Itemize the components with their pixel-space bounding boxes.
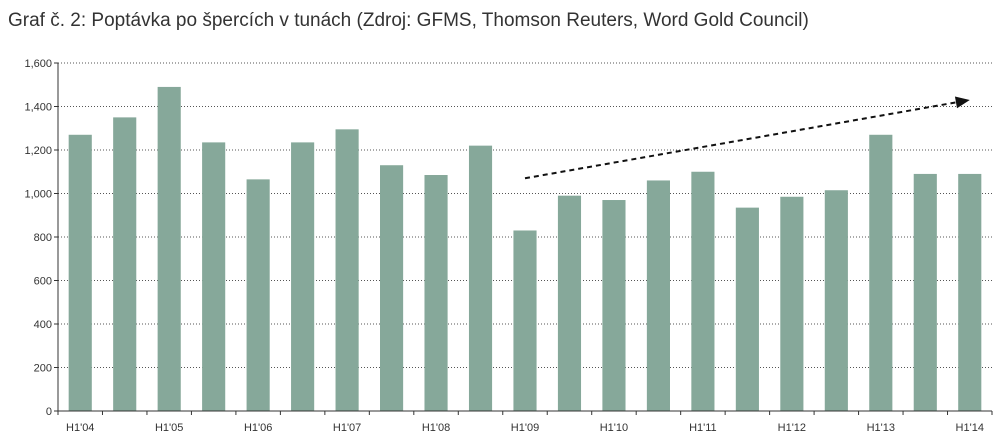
x-tick-label: H1'14 <box>956 422 984 434</box>
bar <box>869 134 893 411</box>
x-tick-label: H1'05 <box>155 422 183 434</box>
axes <box>54 62 993 415</box>
bar <box>780 196 804 411</box>
bar <box>380 165 404 411</box>
bar <box>602 200 626 411</box>
trend-arrow-head <box>954 96 970 109</box>
y-tick-label: 1,000 <box>24 189 52 201</box>
x-tick-label: H1'06 <box>244 422 272 434</box>
bar <box>68 134 92 411</box>
bar <box>824 190 848 411</box>
bar <box>691 171 715 411</box>
trend-annotation <box>524 96 970 180</box>
y-tick-label: 400 <box>34 319 52 331</box>
bar <box>246 179 270 411</box>
bar <box>157 86 181 412</box>
x-tick-label: H1'09 <box>511 422 539 434</box>
y-tick-label: 200 <box>34 363 52 375</box>
x-tick-label: H1'13 <box>867 422 895 434</box>
y-tick-label: 1,600 <box>24 58 52 70</box>
x-tick-label: H1'04 <box>66 422 94 434</box>
bar <box>202 142 226 411</box>
y-tick-label: 600 <box>34 276 52 288</box>
bar <box>113 117 137 411</box>
bar <box>513 230 537 411</box>
x-tick-label: H1'10 <box>600 422 628 434</box>
x-tick-label: H1'07 <box>333 422 361 434</box>
trend-arrow-line <box>524 101 957 180</box>
bar <box>557 195 582 411</box>
bar <box>424 175 448 411</box>
bar <box>468 145 493 411</box>
x-tick-label: H1'11 <box>689 422 717 434</box>
y-tick-label: 1,400 <box>24 102 52 114</box>
bar <box>291 142 315 411</box>
bar <box>958 173 982 411</box>
bar <box>735 207 759 411</box>
x-tick-label: H1'12 <box>778 422 806 434</box>
y-tick-label: 0 <box>46 406 52 418</box>
y-tick-labels: 0 200 400 600 800 1,000 1,200 1,400 1,600 <box>24 58 52 418</box>
bar <box>913 173 937 411</box>
x-tick-label: H1'08 <box>422 422 450 434</box>
x-tick-labels: H1'04 H1'05 H1'06 H1'07 H1'08 H1'09 H1'10 H1'11… <box>66 422 984 434</box>
bar <box>335 129 359 411</box>
y-tick-label: 800 <box>34 232 52 244</box>
bars <box>68 86 982 412</box>
bar <box>646 180 670 411</box>
y-tick-label: 1,200 <box>24 145 52 157</box>
chart-title: Graf č. 2: Poptávka po šperc­ích v tunác… <box>8 10 809 31</box>
